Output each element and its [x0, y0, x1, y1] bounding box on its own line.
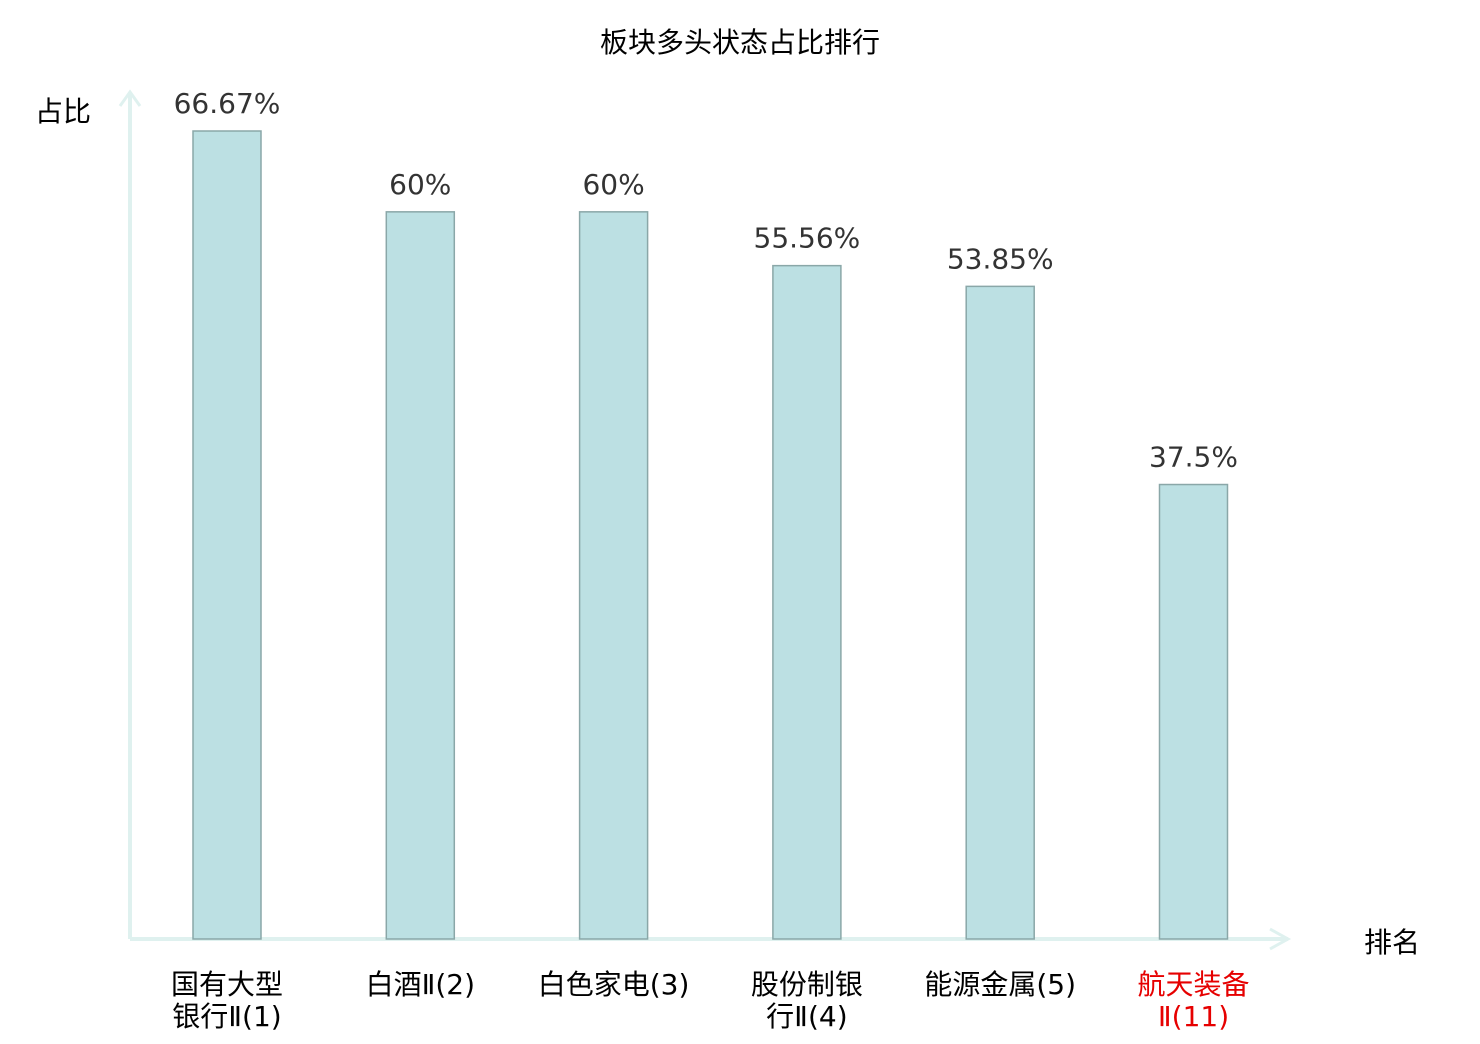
x-tick-label: Ⅱ(11) [1158, 1000, 1229, 1033]
bar [192, 130, 262, 940]
data-label: 66.67% [174, 87, 281, 120]
data-label: 60% [582, 168, 644, 201]
bar [772, 264, 842, 940]
x-tick-label: 白色家电(3) [538, 968, 690, 1001]
data-label: 53.85% [947, 242, 1054, 275]
x-tick-label: 银行Ⅱ(1) [172, 1000, 281, 1033]
x-axis-arrow-icon [1269, 927, 1292, 951]
x-tick-label: 国有大型 [171, 968, 283, 1001]
bar [965, 285, 1035, 940]
y-axis-label: 占比 [35, 95, 91, 128]
x-tick-label: 能源金属(5) [924, 968, 1076, 1001]
data-label: 55.56% [754, 222, 861, 255]
chart-title: 板块多头状态占比排行 [600, 26, 880, 59]
x-axis-label: 排名 [1364, 926, 1420, 959]
bar [385, 211, 456, 940]
x-tick-label: 航天装备 [1137, 968, 1249, 1001]
bar [578, 211, 649, 940]
bar [1158, 483, 1229, 940]
data-label: 37.5% [1149, 441, 1238, 474]
data-label: 60% [389, 168, 451, 201]
x-tick-label: 行Ⅱ(4) [766, 1000, 847, 1033]
x-tick-label: 白酒Ⅱ(2) [366, 968, 475, 1001]
y-axis-arrow-icon [118, 89, 142, 107]
x-tick-label: 股份制银 [751, 968, 863, 1001]
